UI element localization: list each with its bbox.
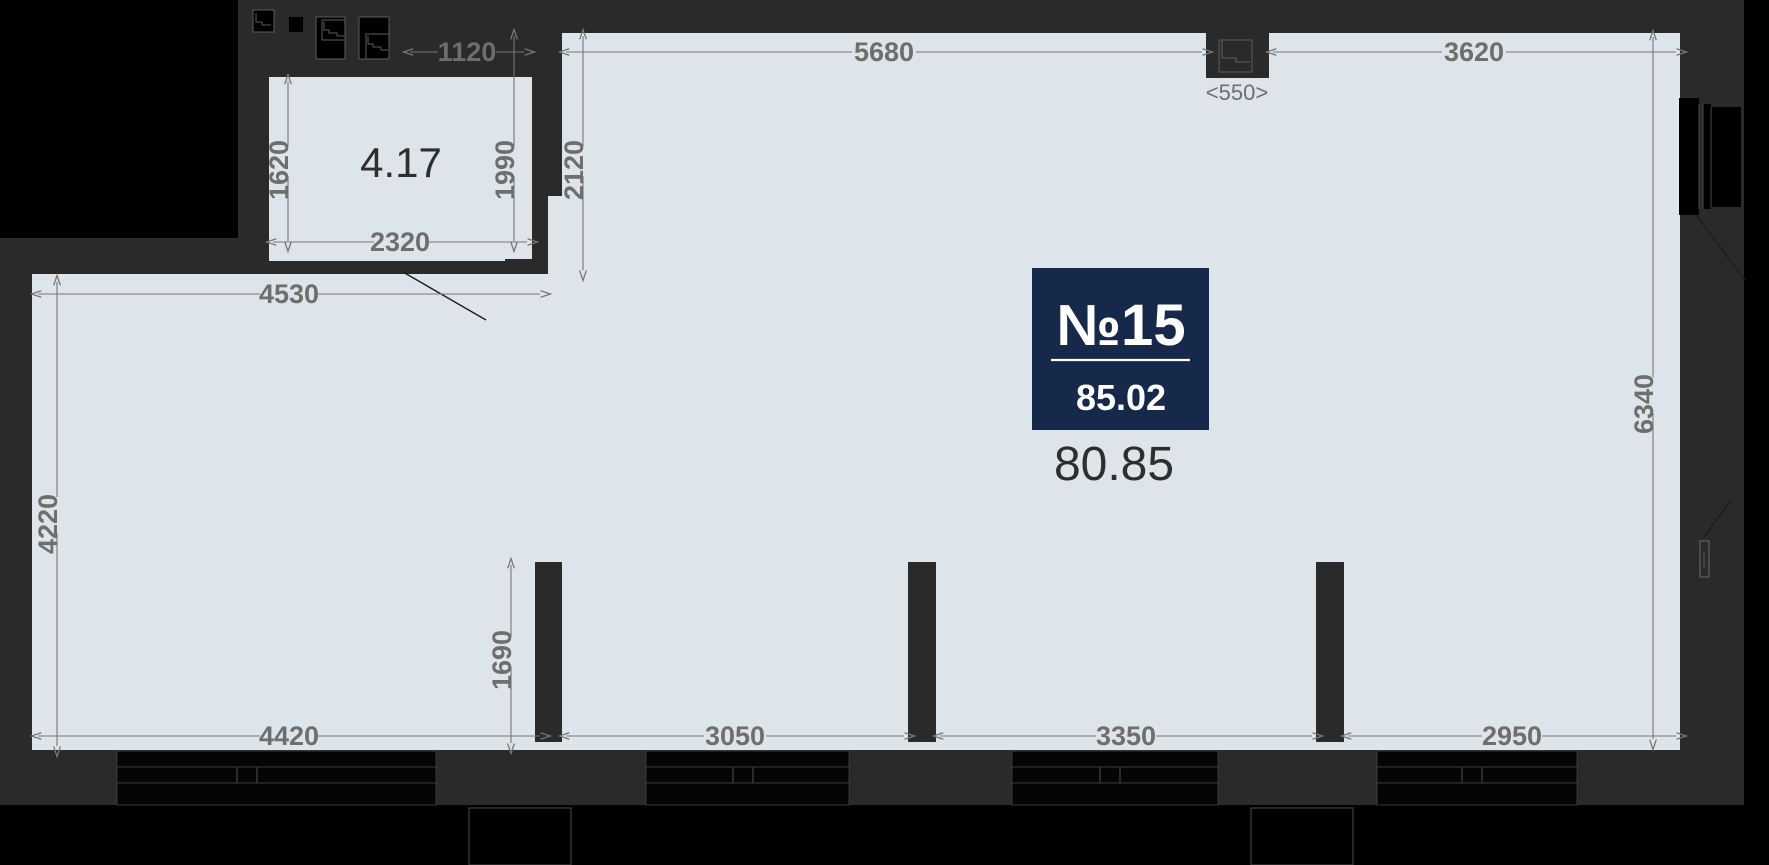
svg-text:3620: 3620	[1444, 37, 1504, 67]
svg-text:5680: 5680	[854, 37, 914, 67]
svg-text:3050: 3050	[705, 721, 765, 751]
svg-text:4530: 4530	[259, 279, 319, 309]
svg-text:<550>: <550>	[1206, 80, 1268, 105]
svg-text:1120: 1120	[438, 37, 497, 67]
svg-text:4420: 4420	[259, 721, 319, 751]
svg-text:2950: 2950	[1482, 721, 1542, 751]
svg-text:1990: 1990	[490, 140, 520, 200]
svg-text:2320: 2320	[370, 227, 430, 257]
svg-text:80.85: 80.85	[1054, 438, 1174, 491]
svg-text:6340: 6340	[1629, 374, 1659, 434]
svg-text:1690: 1690	[487, 630, 517, 690]
svg-text:1620: 1620	[264, 140, 294, 200]
svg-text:2120: 2120	[559, 140, 589, 200]
svg-text:4.17: 4.17	[360, 139, 442, 186]
svg-text:85.02: 85.02	[1076, 377, 1166, 418]
svg-text:№15: №15	[1056, 293, 1185, 358]
svg-text:3350: 3350	[1096, 721, 1156, 751]
svg-text:4220: 4220	[33, 494, 63, 554]
